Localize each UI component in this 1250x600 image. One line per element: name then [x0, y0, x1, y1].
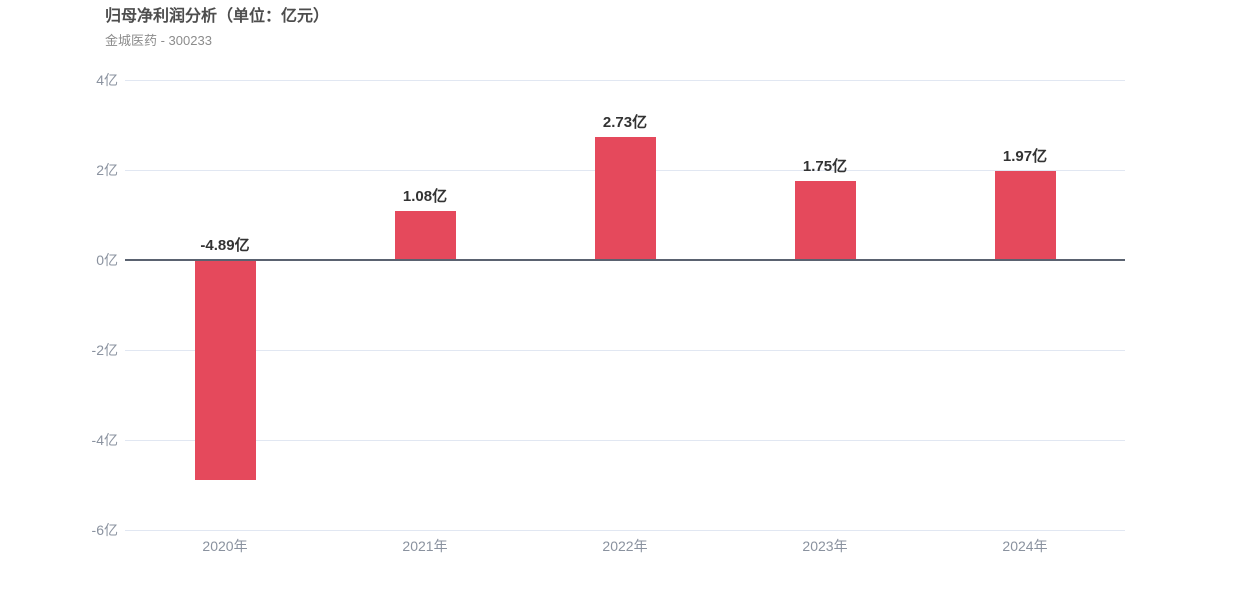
- y-axis-tick-label: 2亿: [96, 162, 118, 178]
- gridline: [125, 440, 1125, 441]
- bar-2022年[interactable]: [594, 137, 656, 260]
- y-axis-tick-label: 4亿: [96, 72, 118, 88]
- gridline: [125, 530, 1125, 531]
- chart-subtitle: 金城医药 - 300233: [105, 33, 212, 48]
- y-axis-tick-label: 0亿: [96, 252, 118, 268]
- x-axis-zero-line: [125, 259, 1125, 261]
- bar-value-label: 1.97亿: [1002, 148, 1048, 166]
- chart-header: 归母净利润分析（单位：亿元） 金城医药 - 300233: [105, 7, 329, 49]
- y-axis-tick-label: -4亿: [91, 432, 118, 448]
- bar-2023年[interactable]: [794, 181, 856, 260]
- bar-2024年[interactable]: [994, 171, 1056, 260]
- x-axis-label: 2021年: [402, 538, 448, 554]
- gridline: [125, 350, 1125, 351]
- x-axis-label: 2023年: [802, 538, 848, 554]
- chart-title: 归母净利润分析（单位：亿元）: [105, 8, 330, 25]
- gridline: [125, 80, 1125, 81]
- y-axis-tick-label: -6亿: [91, 522, 118, 538]
- bar-value-label: 1.75亿: [802, 158, 848, 176]
- x-axis-label: 2020年: [202, 538, 248, 554]
- bar-value-label: -4.89亿: [200, 237, 250, 254]
- bar-value-label: 2.73亿: [602, 114, 648, 132]
- y-axis-tick-label: -2亿: [91, 342, 118, 358]
- bar-2021年[interactable]: [394, 211, 456, 260]
- x-axis-label: 2024年: [1002, 538, 1048, 554]
- bar-2020年[interactable]: [194, 260, 256, 481]
- bar-value-label: 1.08亿: [402, 188, 448, 206]
- x-axis-label: 2022年: [602, 538, 648, 554]
